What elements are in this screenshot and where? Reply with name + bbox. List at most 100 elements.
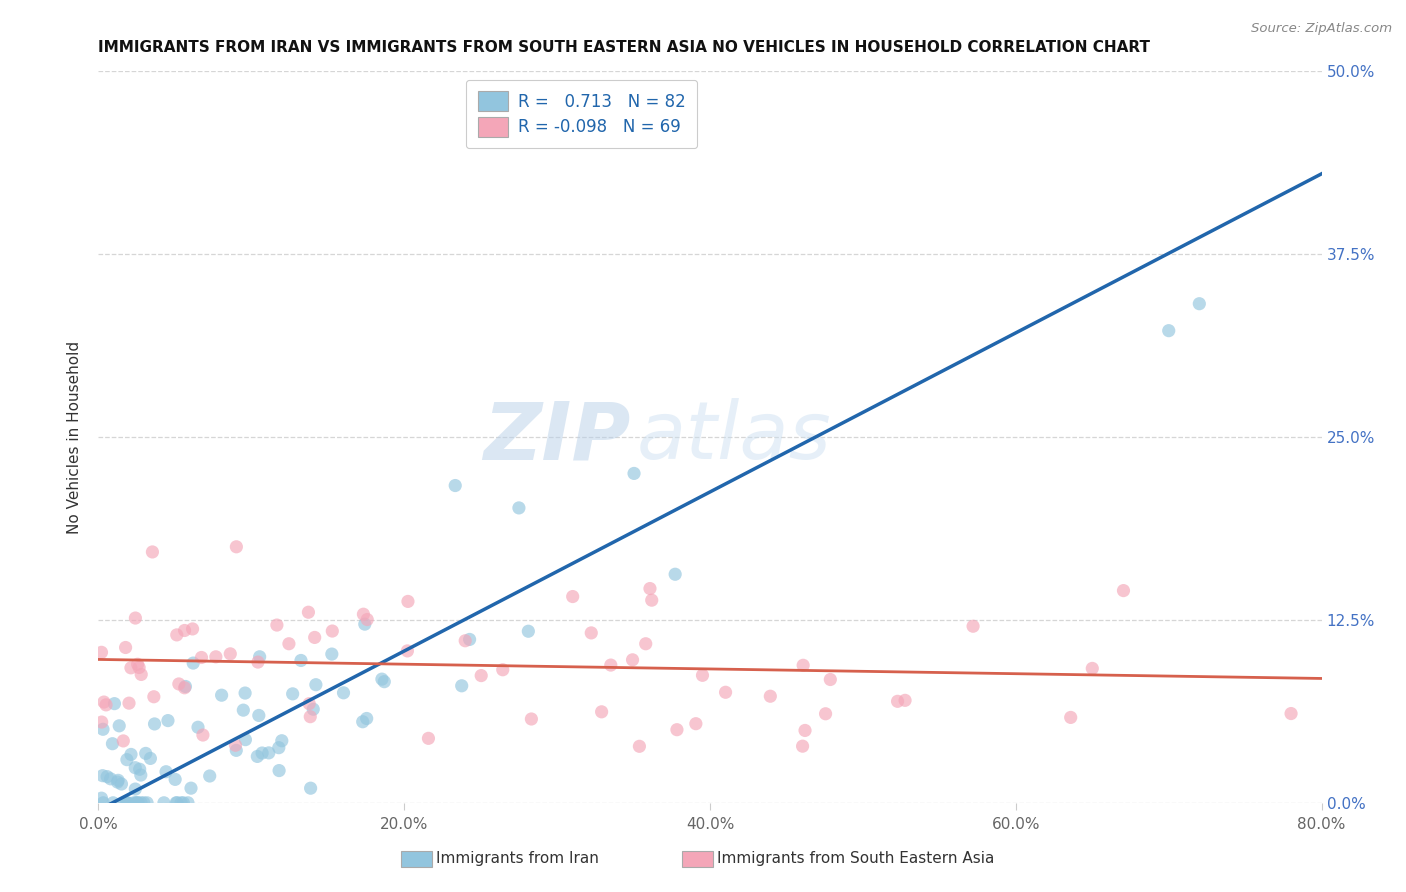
Point xyxy=(90,714,112,729)
Point xyxy=(962,619,984,633)
Point xyxy=(129,796,152,810)
Point xyxy=(114,796,136,810)
Point xyxy=(621,653,644,667)
Point xyxy=(173,681,195,695)
Point xyxy=(267,740,290,755)
Point xyxy=(266,618,288,632)
Point xyxy=(128,762,150,776)
Point xyxy=(125,796,148,810)
Point xyxy=(115,796,138,810)
Point xyxy=(180,781,202,796)
Point xyxy=(692,668,714,682)
Point xyxy=(91,769,114,783)
Point xyxy=(247,708,270,723)
Point xyxy=(224,739,246,753)
Point xyxy=(634,637,657,651)
Point xyxy=(155,764,177,779)
Point xyxy=(93,695,115,709)
Point xyxy=(135,747,157,761)
Point xyxy=(108,719,131,733)
Point xyxy=(454,633,477,648)
Point xyxy=(100,772,122,786)
Point xyxy=(714,685,737,699)
Point xyxy=(599,658,621,673)
Text: Source: ZipAtlas.com: Source: ZipAtlas.com xyxy=(1251,22,1392,36)
Point xyxy=(269,764,291,778)
Point xyxy=(166,628,188,642)
Point xyxy=(759,690,782,704)
Point xyxy=(886,694,908,708)
Point xyxy=(96,770,118,784)
Point xyxy=(90,645,112,659)
Point xyxy=(115,753,138,767)
Point xyxy=(298,697,321,711)
Point xyxy=(470,668,492,682)
Point xyxy=(219,647,242,661)
Point xyxy=(165,772,187,787)
Point xyxy=(418,731,440,746)
Point xyxy=(894,693,917,707)
Point xyxy=(246,749,269,764)
Point xyxy=(191,728,214,742)
Point xyxy=(794,723,817,738)
Text: ZIP: ZIP xyxy=(484,398,630,476)
Point xyxy=(352,714,374,729)
Point xyxy=(122,796,145,810)
Point xyxy=(277,637,299,651)
Point xyxy=(302,702,325,716)
Point xyxy=(1060,710,1083,724)
Point xyxy=(665,723,688,737)
Point xyxy=(1112,583,1135,598)
Point xyxy=(304,631,326,645)
Point xyxy=(356,711,378,725)
Point xyxy=(396,594,419,608)
Point xyxy=(373,674,395,689)
Point xyxy=(205,649,228,664)
Point xyxy=(153,796,176,810)
Point xyxy=(458,632,481,647)
Point xyxy=(101,796,124,810)
Point xyxy=(396,644,419,658)
Point xyxy=(136,796,159,810)
Point xyxy=(299,709,322,723)
Point xyxy=(297,605,319,619)
Point xyxy=(520,712,543,726)
Point xyxy=(166,796,188,810)
Point xyxy=(508,500,530,515)
Point xyxy=(353,617,375,632)
Point xyxy=(110,777,132,791)
Point xyxy=(332,686,354,700)
Point xyxy=(120,747,142,762)
Point xyxy=(118,696,141,710)
Point xyxy=(170,796,193,810)
Point xyxy=(638,582,661,596)
Point xyxy=(517,624,540,639)
Point xyxy=(132,796,155,810)
Point xyxy=(1081,661,1104,675)
Point xyxy=(190,650,212,665)
Point xyxy=(142,690,165,704)
Point xyxy=(91,723,114,737)
Point xyxy=(141,545,163,559)
Point xyxy=(117,796,139,810)
Point xyxy=(125,796,148,810)
Point xyxy=(641,593,664,607)
Point xyxy=(115,796,138,810)
Point xyxy=(321,647,343,661)
Point xyxy=(270,733,292,747)
Point xyxy=(172,796,194,810)
Point xyxy=(290,653,312,667)
Point xyxy=(623,467,645,481)
Point xyxy=(235,732,257,747)
Point xyxy=(143,717,166,731)
Point xyxy=(233,686,256,700)
Point xyxy=(581,626,603,640)
Point xyxy=(664,567,686,582)
Point xyxy=(225,743,247,757)
Point xyxy=(127,796,149,810)
Point xyxy=(591,705,613,719)
Point xyxy=(174,680,197,694)
Point xyxy=(156,714,179,728)
Point xyxy=(211,688,233,702)
Point xyxy=(177,796,200,810)
